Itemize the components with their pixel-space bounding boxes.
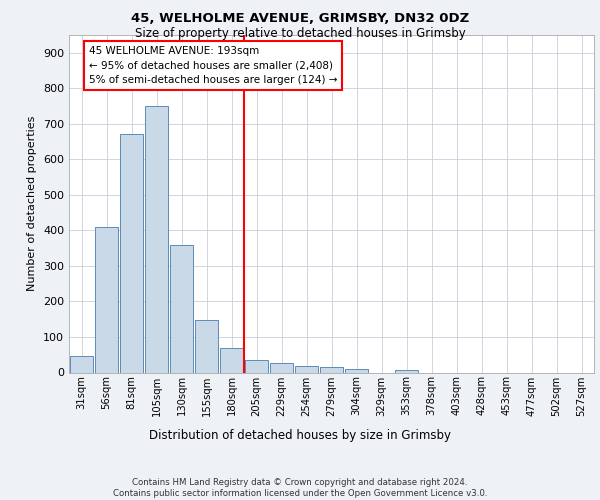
Bar bbox=[295, 366, 319, 372]
Bar bbox=[320, 367, 343, 372]
Bar bbox=[70, 356, 94, 372]
Bar bbox=[194, 320, 218, 372]
Bar bbox=[269, 363, 293, 372]
Text: Size of property relative to detached houses in Grimsby: Size of property relative to detached ho… bbox=[134, 28, 466, 40]
Bar bbox=[344, 369, 368, 372]
Text: 45, WELHOLME AVENUE, GRIMSBY, DN32 0DZ: 45, WELHOLME AVENUE, GRIMSBY, DN32 0DZ bbox=[131, 12, 469, 26]
Bar bbox=[245, 360, 268, 372]
Text: 45 WELHOLME AVENUE: 193sqm
← 95% of detached houses are smaller (2,408)
5% of se: 45 WELHOLME AVENUE: 193sqm ← 95% of deta… bbox=[89, 46, 337, 86]
Bar bbox=[145, 106, 169, 372]
Bar bbox=[395, 370, 418, 372]
Text: Distribution of detached houses by size in Grimsby: Distribution of detached houses by size … bbox=[149, 430, 451, 442]
Bar bbox=[170, 246, 193, 372]
Bar bbox=[95, 227, 118, 372]
Text: Contains HM Land Registry data © Crown copyright and database right 2024.
Contai: Contains HM Land Registry data © Crown c… bbox=[113, 478, 487, 498]
Bar bbox=[119, 134, 143, 372]
Bar bbox=[220, 348, 244, 372]
Y-axis label: Number of detached properties: Number of detached properties bbox=[28, 116, 37, 292]
